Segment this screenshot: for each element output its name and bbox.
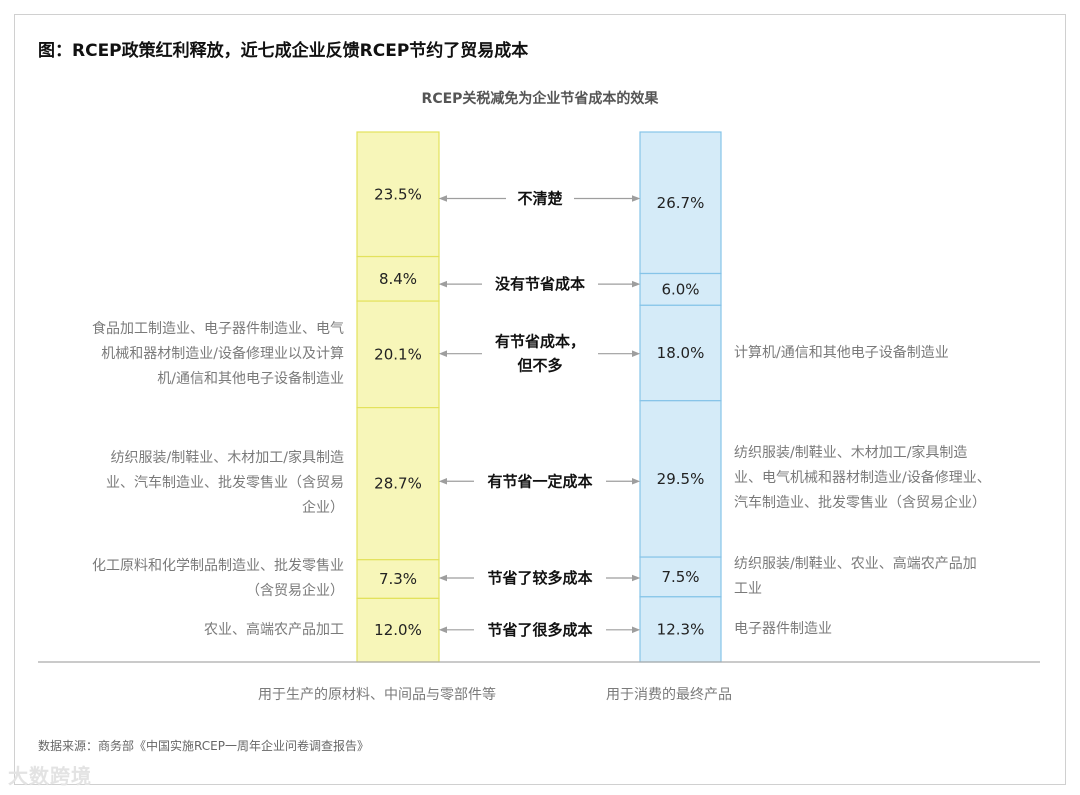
left-value-label: 7.3% (379, 570, 417, 588)
category-label: 不清楚 (517, 190, 563, 208)
right-industry-note-line: 纺织服装/制鞋业、木材加工/家具制造 (734, 445, 968, 462)
right-industry-note: 电子器件制造业 (734, 617, 832, 642)
right-industry-note-line: 工业 (734, 580, 762, 597)
left-industry-note-line: 企业） (302, 500, 344, 517)
right-bar-segment (639, 596, 722, 663)
right-value-label: 7.5% (661, 568, 699, 586)
right-bar-segment (639, 272, 722, 306)
left-bar-segment (356, 559, 440, 600)
left-value-label: 8.4% (379, 270, 417, 288)
watermark-logo: 大数跨境 (8, 764, 92, 788)
chart-frame (14, 14, 1066, 785)
right-value-label: 26.7% (657, 194, 705, 212)
category-label: 有节省一定成本 (487, 472, 592, 490)
category-label: 没有节省成本 (495, 275, 585, 293)
right-value-label: 18.0% (657, 344, 705, 362)
right-bar-segment (639, 400, 722, 558)
left-value-label: 23.5% (374, 185, 422, 203)
right-industry-note-line: 计算机/通信和其他电子设备制造业 (734, 344, 949, 361)
right-industry-note-line: 业、电气机械和器材制造业/设备修理业、 (734, 470, 991, 487)
left-bar-segment (356, 407, 440, 561)
right-industry-note: 纺织服装/制鞋业、农业、高端农产品加 工业 (734, 552, 977, 602)
right-bar-segment (639, 556, 722, 598)
category-label: 节省了很多成本 (487, 621, 592, 639)
right-industry-note-line: 纺织服装/制鞋业、农业、高端农产品加 (734, 555, 977, 572)
right-industry-note-line: 汽车制造业、批发零售业（含贸易企业） (734, 495, 986, 512)
left-industry-note: 化工原料和化学制品制造业、批发零售业 （含贸易企业） (92, 554, 344, 604)
left-bar-segment (356, 300, 440, 409)
left-value-label: 20.1% (374, 345, 422, 363)
left-industry-note-line: 化工原料和化学制品制造业、批发零售业 (92, 558, 344, 575)
chart-subtitle: RCEP关税减免为企业节省成本的效果 (421, 91, 659, 107)
left-industry-note: 农业、高端农产品加工 (204, 618, 344, 643)
right-bar-segment (639, 304, 722, 402)
right-value-label: 6.0% (661, 280, 699, 298)
x-label-left: 用于生产的原材料、中间品与零部件等 (258, 687, 496, 703)
category-label: 但不多 (516, 357, 562, 375)
left-bar-segment (356, 255, 440, 302)
left-industry-note: 食品加工制造业、电子器件制造业、电气机械和器材制造业/设备修理业以及计算机/通信… (92, 317, 344, 392)
right-industry-note-line: 电子器件制造业 (734, 620, 832, 637)
source-note: 数据来源：商务部《中国实施RCEP一周年企业问卷调查报告》 (38, 739, 369, 753)
right-industry-note: 计算机/通信和其他电子设备制造业 (734, 341, 949, 366)
left-value-label: 12.0% (374, 621, 422, 639)
category-label: 节省了较多成本 (487, 569, 592, 587)
left-industry-note-line: 农业、高端农产品加工 (204, 621, 344, 638)
category-label: 有节省成本， (495, 333, 585, 351)
right-value-label: 29.5% (657, 470, 705, 488)
left-industry-note-line: 纺织服装/制鞋业、木材加工/家具制造 (110, 450, 344, 467)
right-value-label: 12.3% (657, 620, 705, 638)
left-industry-note-line: （含贸易企业） (246, 583, 344, 600)
chart-title: 图：RCEP政策红利释放，近七成企业反馈RCEP节约了贸易成本 (38, 41, 529, 61)
left-value-label: 28.7% (374, 475, 422, 493)
right-industry-note: 纺织服装/制鞋业、木材加工/家具制造业、电气机械和器材制造业/设备修理业、 汽车制… (734, 441, 991, 516)
left-industry-note-line: 机/通信和其他电子设备制造业 (157, 370, 344, 387)
left-industry-note-line: 食品加工制造业、电子器件制造业、电气 (92, 320, 344, 337)
left-industry-note-line: 业、汽车制造业、批发零售业（含贸易 (106, 475, 344, 492)
left-bar-segment (356, 131, 440, 258)
x-label-right: 用于消费的最终产品 (606, 687, 732, 703)
left-industry-note-line: 机械和器材制造业/设备修理业以及计算 (101, 345, 344, 362)
left-industry-note: 纺织服装/制鞋业、木材加工/家具制造 业、汽车制造业、批发零售业（含贸易企业） (106, 446, 344, 521)
